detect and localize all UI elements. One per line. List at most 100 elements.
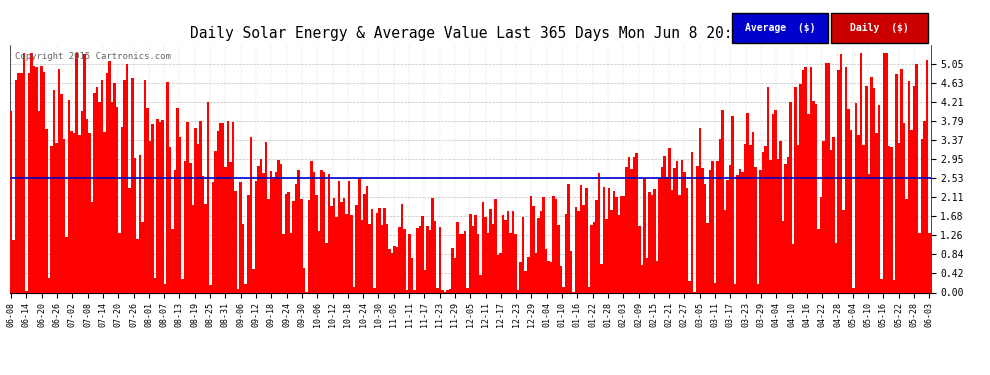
Bar	[424, 270, 426, 292]
Bar	[742, 172, 743, 292]
Bar	[156, 119, 158, 292]
Bar	[603, 187, 605, 292]
Bar	[240, 182, 242, 292]
Bar	[840, 54, 842, 292]
Bar	[830, 150, 833, 292]
Bar	[751, 132, 754, 292]
Bar	[461, 234, 464, 292]
Bar	[184, 161, 186, 292]
Bar	[797, 145, 800, 292]
Bar	[484, 217, 487, 292]
Bar	[580, 185, 582, 292]
Bar	[249, 137, 252, 292]
Bar	[527, 257, 530, 292]
Bar	[756, 284, 759, 292]
Bar	[451, 248, 453, 292]
Bar	[802, 70, 805, 292]
Bar	[98, 102, 101, 292]
Bar	[844, 67, 847, 292]
Bar	[585, 189, 587, 292]
Bar	[822, 141, 825, 292]
Bar	[860, 53, 862, 292]
Bar	[252, 269, 254, 292]
Bar	[388, 249, 391, 292]
Bar	[373, 288, 375, 292]
Bar	[55, 143, 57, 292]
Bar	[277, 160, 280, 292]
Bar	[641, 265, 644, 292]
Bar	[363, 194, 365, 292]
Bar	[341, 202, 343, 292]
Bar	[147, 108, 148, 292]
Bar	[663, 156, 665, 292]
Bar	[35, 67, 38, 292]
Bar	[237, 289, 240, 292]
Bar	[487, 233, 489, 292]
Bar	[360, 220, 363, 292]
Bar	[562, 287, 565, 292]
Bar	[916, 64, 918, 292]
Bar	[318, 231, 320, 292]
Bar	[269, 171, 272, 292]
Bar	[774, 110, 777, 292]
Bar	[497, 255, 499, 292]
Bar	[817, 229, 820, 292]
Bar	[73, 132, 75, 292]
Bar	[638, 226, 641, 292]
Bar	[754, 167, 756, 292]
Bar	[600, 264, 603, 292]
Bar	[262, 173, 264, 292]
Bar	[673, 168, 676, 292]
Bar	[906, 199, 908, 292]
Bar	[842, 210, 844, 292]
Bar	[815, 104, 817, 292]
Bar	[525, 272, 527, 292]
Bar	[645, 258, 648, 292]
Bar	[50, 146, 52, 292]
Bar	[163, 284, 166, 292]
Bar	[439, 227, 442, 292]
Bar	[923, 122, 926, 292]
Bar	[331, 206, 333, 292]
Bar	[442, 290, 444, 292]
Bar	[267, 199, 269, 292]
Bar	[807, 114, 810, 292]
Bar	[459, 234, 461, 292]
Bar	[722, 110, 724, 292]
Bar	[57, 69, 60, 292]
Bar	[567, 184, 570, 292]
Bar	[688, 281, 691, 292]
Bar	[701, 168, 704, 292]
Bar	[199, 120, 202, 292]
Bar	[207, 102, 209, 292]
Bar	[734, 284, 737, 292]
Bar	[101, 80, 103, 292]
Bar	[686, 188, 688, 292]
Bar	[131, 78, 134, 292]
Bar	[391, 253, 393, 292]
Bar	[543, 198, 545, 292]
Bar	[805, 67, 807, 292]
Bar	[729, 165, 732, 292]
Bar	[416, 228, 419, 292]
Bar	[13, 240, 15, 292]
Bar	[257, 165, 259, 292]
Bar	[453, 258, 456, 292]
Bar	[103, 132, 106, 292]
Bar	[315, 195, 318, 292]
Bar	[520, 262, 522, 292]
Bar	[83, 54, 85, 292]
Bar	[507, 210, 509, 292]
Bar	[217, 130, 219, 292]
Bar	[144, 80, 147, 292]
Bar	[535, 253, 538, 292]
Bar	[732, 116, 734, 292]
Bar	[60, 94, 63, 292]
Bar	[136, 239, 139, 292]
Bar	[38, 111, 41, 292]
Bar	[549, 262, 552, 292]
Bar	[681, 160, 683, 292]
Bar	[668, 148, 671, 292]
Bar	[676, 161, 678, 292]
Bar	[792, 244, 794, 292]
